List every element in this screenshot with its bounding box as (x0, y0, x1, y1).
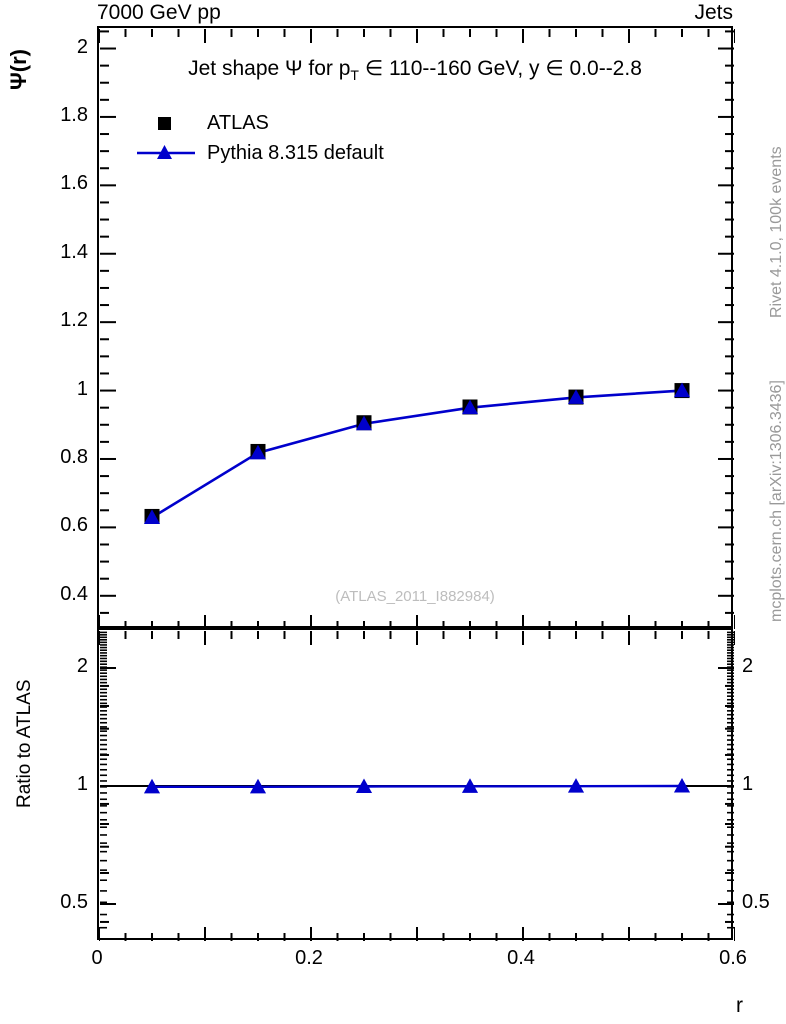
plot-title-mid: for p (302, 57, 351, 80)
ratio-ytick-right-0.5: 0.5 (742, 891, 770, 913)
main-ytick-1: 1 (76, 377, 88, 400)
plot-title-psi: Ψ (285, 57, 303, 80)
main-plot-panel (97, 26, 735, 629)
ratio-data-point-pythia (355, 778, 373, 794)
data-point-pythia (673, 382, 691, 398)
plot-title-rest: ∈ 110--160 GeV, y ∈ 0.0--2.8 (358, 57, 642, 80)
data-point-pythia (567, 389, 585, 404)
main-ytick-0.8: 0.8 (60, 445, 88, 468)
ratio-ytick-left-0.5: 0.5 (60, 891, 88, 913)
main-ytick-1.2: 1.2 (60, 309, 88, 332)
data-point-pythia (355, 415, 373, 431)
data-point-pythia (143, 509, 161, 524)
main-ytick-1.4: 1.4 (60, 240, 88, 263)
legend-entry-pythia: Pythia 8.315 default (135, 138, 435, 168)
main-ytick-1.6: 1.6 (60, 172, 88, 195)
legend-entry-atlas: ATLAS (135, 108, 435, 138)
header-analysis-label: Jets (694, 1, 733, 24)
legend-label-atlas: ATLAS (207, 112, 269, 134)
ratio-ytick-right-2: 2 (742, 654, 754, 677)
plot-title-prefix: Jet shape (188, 57, 286, 80)
plot-title-subscript: T (350, 67, 359, 84)
plot-title: Jet shape Ψ for pT ∈ 110--160 GeV, y ∈ 0… (188, 56, 642, 83)
analysis-id-watermark: (ATLAS_2011_I882984) (335, 588, 495, 605)
xtick-0: 0 (91, 947, 103, 969)
main-ytick-0.4: 0.4 (60, 582, 88, 605)
main-plot-graphics (99, 29, 735, 629)
ratio-ytick-left-1: 1 (76, 773, 88, 795)
x-axis-title: r (736, 994, 743, 1017)
data-point-pythia (461, 399, 479, 415)
xtick-0.2: 0.2 (295, 947, 323, 969)
data-point-pythia (249, 444, 267, 460)
ratio-data-point-pythia (673, 777, 691, 793)
ratio-data-point-pythia (567, 778, 585, 793)
legend-marker-triangle-icon (137, 145, 195, 159)
header-beam-label: 7000 GeV pp (97, 1, 221, 24)
main-ytick-2: 2 (76, 35, 88, 58)
xtick-0.4: 0.4 (507, 947, 535, 969)
main-ytick-1.8: 1.8 (60, 103, 88, 126)
ratio-plot-panel (97, 628, 735, 941)
ratio-mc-curve (152, 784, 683, 789)
legend: ATLAS Pythia 8.315 default (135, 108, 435, 168)
ratio-ytick-right-1: 1 (742, 773, 754, 795)
xtick-0.6: 0.6 (719, 947, 747, 969)
ratio-data-point-pythia (143, 778, 161, 794)
legend-marker-square-icon (158, 117, 171, 130)
mc-curve (151, 389, 683, 519)
legend-label-pythia: Pythia 8.315 default (207, 142, 384, 164)
ratio-data-point-pythia (249, 778, 267, 794)
ratio-data-point-pythia (461, 778, 479, 793)
ratio-plot-graphics (99, 631, 735, 941)
ratio-ytick-left-2: 2 (76, 654, 88, 677)
main-ytick-0.6: 0.6 (60, 514, 88, 537)
